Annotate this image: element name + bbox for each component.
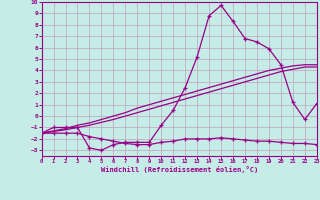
X-axis label: Windchill (Refroidissement éolien,°C): Windchill (Refroidissement éolien,°C) [100,166,258,173]
